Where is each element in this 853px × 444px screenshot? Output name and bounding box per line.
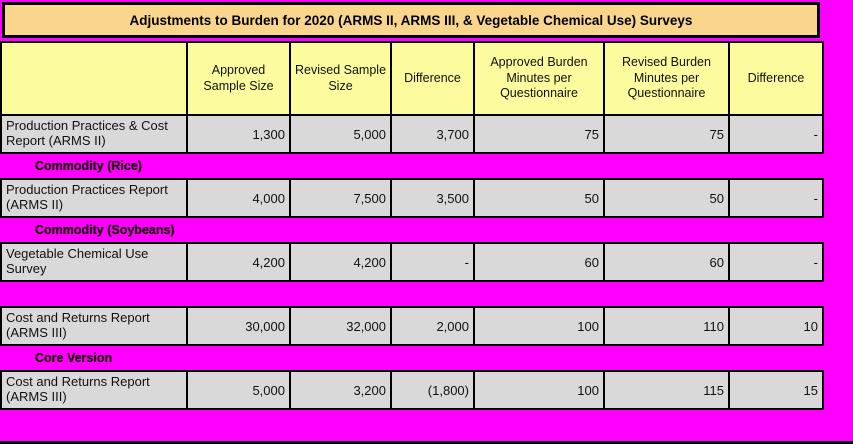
- row-label: Cost and Returns Report (ARMS III): [0, 306, 188, 346]
- cell-revised-burden: 110: [603, 306, 730, 346]
- cell-approved-sample: 1,300: [186, 114, 291, 154]
- section-row-commodity-soybeans: Commodity (Soybeans): [1, 216, 823, 244]
- cell-burden-difference: 15: [728, 370, 824, 410]
- cell-approved-sample: 5,000: [186, 370, 291, 410]
- cell-sample-difference: 3,500: [390, 178, 475, 218]
- row-label: Production Practices Report (ARMS II): [0, 178, 188, 218]
- table-row-production-practices-report: Production Practices Report (ARMS II) 4,…: [0, 178, 824, 218]
- header-cell-difference-sample: Difference: [390, 41, 475, 116]
- cell-burden-difference: -: [728, 242, 824, 282]
- cell-burden-difference: -: [728, 114, 824, 154]
- cell-approved-burden: 100: [473, 370, 605, 410]
- section-label: Core Version: [1, 344, 823, 372]
- header-cell-revised-burden-minutes: Revised Burden Minutes per Questionnaire: [603, 41, 730, 116]
- table-row-cost-and-returns-report-1: Cost and Returns Report (ARMS III) 30,00…: [0, 306, 824, 346]
- cell-approved-burden: 75: [473, 114, 605, 154]
- header-cell-revised-sample-size: Revised Sample Size: [289, 41, 392, 116]
- table-title: Adjustments to Burden for 2020 (ARMS II,…: [2, 2, 820, 38]
- row-label: Vegetable Chemical Use Survey: [0, 242, 188, 282]
- cell-sample-difference: 3,700: [390, 114, 475, 154]
- cell-sample-difference: (1,800): [390, 370, 475, 410]
- header-row: Approved Sample Size Revised Sample Size…: [0, 41, 824, 116]
- cell-revised-sample: 7,500: [289, 178, 392, 218]
- table-row-cost-and-returns-report-2: Cost and Returns Report (ARMS III) 5,000…: [0, 370, 824, 410]
- section-row-core-version: Core Version: [1, 344, 823, 372]
- header-cell-approved-sample-size: Approved Sample Size: [186, 41, 291, 116]
- cell-revised-sample: 32,000: [289, 306, 392, 346]
- header-cell-approved-burden-minutes: Approved Burden Minutes per Questionnair…: [473, 41, 605, 116]
- section-row-commodity-rice: Commodity (Rice): [1, 152, 823, 180]
- cell-revised-sample: 3,200: [289, 370, 392, 410]
- cell-approved-sample: 4,000: [186, 178, 291, 218]
- cell-sample-difference: -: [390, 242, 475, 282]
- row-label: Cost and Returns Report (ARMS III): [0, 370, 188, 410]
- row-label: Production Practices & Cost Report (ARMS…: [0, 114, 188, 154]
- table-row-vegetable-chemical-use-survey: Vegetable Chemical Use Survey 4,200 4,20…: [0, 242, 824, 282]
- cell-revised-sample: 5,000: [289, 114, 392, 154]
- cell-revised-burden: 115: [603, 370, 730, 410]
- cell-sample-difference: 2,000: [390, 306, 475, 346]
- section-label: [1, 280, 823, 308]
- cell-revised-burden: 75: [603, 114, 730, 154]
- cell-approved-sample: 30,000: [186, 306, 291, 346]
- cell-revised-burden: 60: [603, 242, 730, 282]
- cell-burden-difference: 10: [728, 306, 824, 346]
- cell-burden-difference: -: [728, 178, 824, 218]
- cell-revised-burden: 50: [603, 178, 730, 218]
- cell-revised-sample: 4,200: [289, 242, 392, 282]
- cell-approved-burden: 60: [473, 242, 605, 282]
- burden-adjustments-table: Approved Sample Size Revised Sample Size…: [0, 41, 824, 410]
- header-cell-difference-burden: Difference: [728, 41, 824, 116]
- cell-approved-burden: 50: [473, 178, 605, 218]
- header-cell-blank: [0, 41, 188, 116]
- table-row-production-practices-cost-report: Production Practices & Cost Report (ARMS…: [0, 114, 824, 154]
- cell-approved-sample: 4,200: [186, 242, 291, 282]
- section-label: Commodity (Rice): [1, 152, 823, 180]
- section-row-blank: [1, 280, 823, 308]
- section-label: Commodity (Soybeans): [1, 216, 823, 244]
- cell-approved-burden: 100: [473, 306, 605, 346]
